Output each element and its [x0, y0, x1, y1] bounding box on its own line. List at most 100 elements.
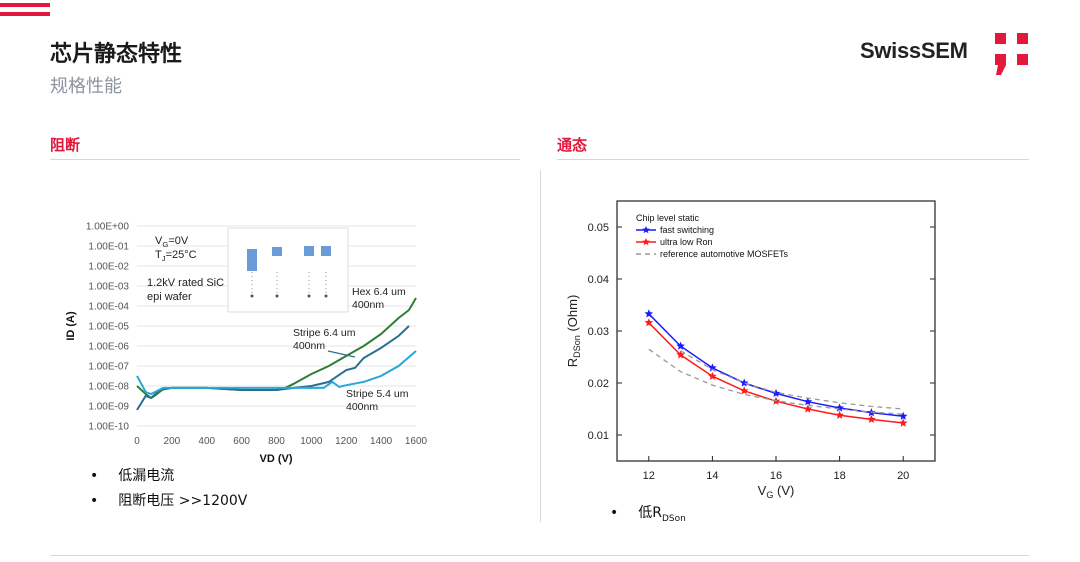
section-title-on-state: 通态 — [557, 136, 588, 154]
inset-outlier — [307, 294, 311, 298]
inset-frame — [227, 227, 349, 313]
y-tick-label: 1.00E-07 — [88, 362, 129, 373]
bullet-item: • 低漏电流 — [90, 468, 175, 484]
x-axis-label: VD (V) — [260, 453, 293, 465]
legend-label: fast switching — [660, 225, 714, 235]
rdson-chart: 0.01 0.02 0.03 0.04 0.05 12 14 16 18 20 VG (V) RDSo… — [565, 200, 936, 500]
inset-outlier — [275, 294, 279, 298]
y-tick-label: 1.00E-09 — [88, 402, 129, 413]
inset-outlier — [324, 294, 328, 298]
x-tick-label: 18 — [833, 470, 845, 482]
bullet-text-sub: DSon — [662, 513, 686, 524]
logo: SwissSEM — [860, 38, 968, 63]
annotation-tj: TJ=25°C — [155, 249, 197, 263]
star-marker — [644, 309, 654, 318]
star-marker — [898, 418, 908, 427]
star-marker — [803, 397, 813, 406]
y-tick-label: 1.00E-05 — [88, 322, 129, 333]
x-tick-label: 20 — [897, 470, 909, 482]
bullet-item: • 低RDSon — [610, 505, 686, 524]
star-marker — [676, 341, 685, 350]
divider — [50, 159, 520, 160]
accent-bar — [0, 3, 50, 7]
inset-outlier — [250, 294, 254, 298]
y-tick-label: 0.03 — [588, 326, 609, 338]
star-marker — [739, 378, 749, 387]
x-tick-label: 14 — [706, 470, 718, 482]
y-tick-label: 1.00E-04 — [88, 302, 129, 313]
x-tick-label: 400 — [198, 436, 215, 447]
legend-title: Chip level static — [636, 213, 700, 223]
x-tick-label: 1600 — [405, 436, 428, 447]
x-tick-label: 0 — [134, 436, 140, 447]
y-tick-label: 1.00E-03 — [88, 282, 129, 293]
series-line — [648, 322, 904, 424]
x-axis-label: VG (V) — [758, 483, 795, 500]
page-subtitle: 规格性能 — [50, 76, 122, 97]
series-line — [680, 350, 904, 410]
star-marker — [771, 388, 781, 397]
series-label: Stripe 5.4 um — [346, 388, 409, 400]
series-label: 400nm — [346, 401, 378, 413]
y-tick-label: 0.05 — [588, 222, 609, 234]
star-marker — [898, 411, 908, 420]
star-marker — [835, 403, 844, 412]
bullet-text: R — [652, 505, 662, 521]
series-line — [136, 350, 417, 396]
x-tick-label: 600 — [233, 436, 250, 447]
inset-box — [304, 246, 314, 256]
series-label: Stripe 6.4 um — [293, 327, 356, 339]
x-tick-label: 800 — [268, 436, 285, 447]
bullet-text: 低漏电流 — [118, 468, 175, 484]
star-marker — [642, 226, 650, 234]
series-line — [648, 348, 904, 415]
series-line — [136, 297, 417, 400]
annotation-vg: VG=0V — [155, 235, 189, 249]
series-label: 400nm — [352, 299, 384, 311]
series-label: 400nm — [293, 340, 325, 352]
y-tick-label: 1.00E-01 — [88, 242, 129, 253]
leakage-chart: 1.00E+00 1.00E-01 1.00E-02 1.00E-03 1.00E-04… — [65, 222, 428, 466]
legend-label: ultra low Ron — [660, 237, 713, 247]
y-tick-label: 0.02 — [588, 378, 609, 390]
y-tick-label: 1.00E-02 — [88, 262, 129, 273]
inset-box — [247, 249, 257, 271]
star-marker — [708, 371, 717, 380]
x-tick-label: 1000 — [300, 436, 323, 447]
inset-box — [321, 246, 331, 256]
annotation-wafer: 1.2kV rated SiC — [147, 277, 224, 289]
y-tick-label: 1.00E-06 — [88, 342, 129, 353]
y-axis-label: RDSon (Ohm) — [565, 295, 582, 368]
star-marker — [644, 318, 654, 327]
star-marker — [867, 414, 876, 423]
y-tick-label: 1.00E-08 — [88, 382, 129, 393]
star-marker — [642, 238, 650, 246]
star-marker — [835, 410, 844, 419]
inset-box — [272, 247, 282, 256]
x-tick-label: 1400 — [370, 436, 393, 447]
legend-label: reference automotive MOSFETs — [660, 249, 789, 259]
x-tick-label: 1200 — [335, 436, 358, 447]
y-tick-label: 0.01 — [588, 430, 609, 442]
y-tick-label: 0.04 — [588, 274, 609, 286]
star-marker — [739, 386, 749, 395]
footer-divider — [50, 555, 1029, 556]
bullet-text: 阻断电压 >>1200V — [118, 493, 248, 509]
y-axis-label: ID (A) — [65, 311, 77, 341]
y-tick-label: 1.00E-10 — [88, 422, 129, 433]
divider — [557, 159, 1029, 160]
x-tick-label: 16 — [770, 470, 782, 482]
star-marker — [708, 363, 717, 372]
section-title-blocking: 阻断 — [50, 136, 81, 154]
x-tick-label: 200 — [164, 436, 181, 447]
bullet-text: 低 — [638, 505, 653, 521]
logo-mark-icon — [995, 33, 1028, 75]
series-label: Hex 6.4 um — [352, 286, 406, 298]
star-marker — [676, 350, 685, 359]
inset-boxplot — [227, 227, 349, 313]
arrow — [327, 350, 356, 358]
x-tick-label: 12 — [643, 470, 655, 482]
y-tick-label: 1.00E+00 — [86, 222, 130, 233]
bullet-item: • 阻断电压 >>1200V — [90, 493, 248, 509]
accent-bar — [0, 12, 50, 16]
